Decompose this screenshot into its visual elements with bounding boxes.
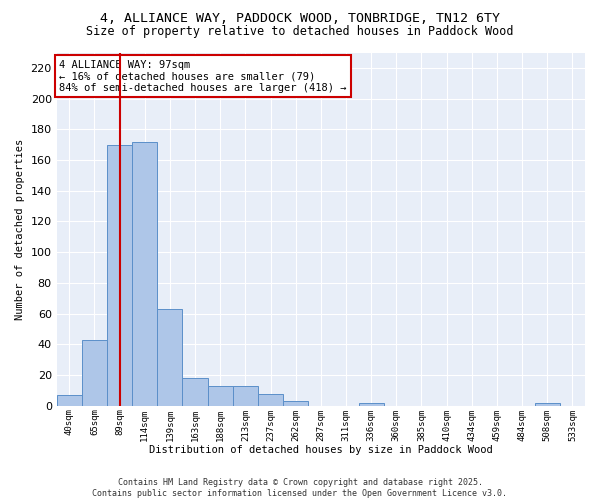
Bar <box>132 142 157 406</box>
Text: 4, ALLIANCE WAY, PADDOCK WOOD, TONBRIDGE, TN12 6TY: 4, ALLIANCE WAY, PADDOCK WOOD, TONBRIDGE… <box>100 12 500 26</box>
Y-axis label: Number of detached properties: Number of detached properties <box>15 138 25 320</box>
Bar <box>56 395 82 406</box>
Text: Contains HM Land Registry data © Crown copyright and database right 2025.
Contai: Contains HM Land Registry data © Crown c… <box>92 478 508 498</box>
Bar <box>258 394 283 406</box>
Bar <box>157 309 182 406</box>
Bar <box>359 402 384 406</box>
Bar <box>107 144 132 406</box>
Bar <box>182 378 208 406</box>
X-axis label: Distribution of detached houses by size in Paddock Wood: Distribution of detached houses by size … <box>149 445 493 455</box>
Bar <box>82 340 107 406</box>
Bar <box>208 386 233 406</box>
Bar <box>283 401 308 406</box>
Bar <box>535 402 560 406</box>
Text: Size of property relative to detached houses in Paddock Wood: Size of property relative to detached ho… <box>86 25 514 38</box>
Text: 4 ALLIANCE WAY: 97sqm
← 16% of detached houses are smaller (79)
84% of semi-deta: 4 ALLIANCE WAY: 97sqm ← 16% of detached … <box>59 60 347 93</box>
Bar <box>233 386 258 406</box>
